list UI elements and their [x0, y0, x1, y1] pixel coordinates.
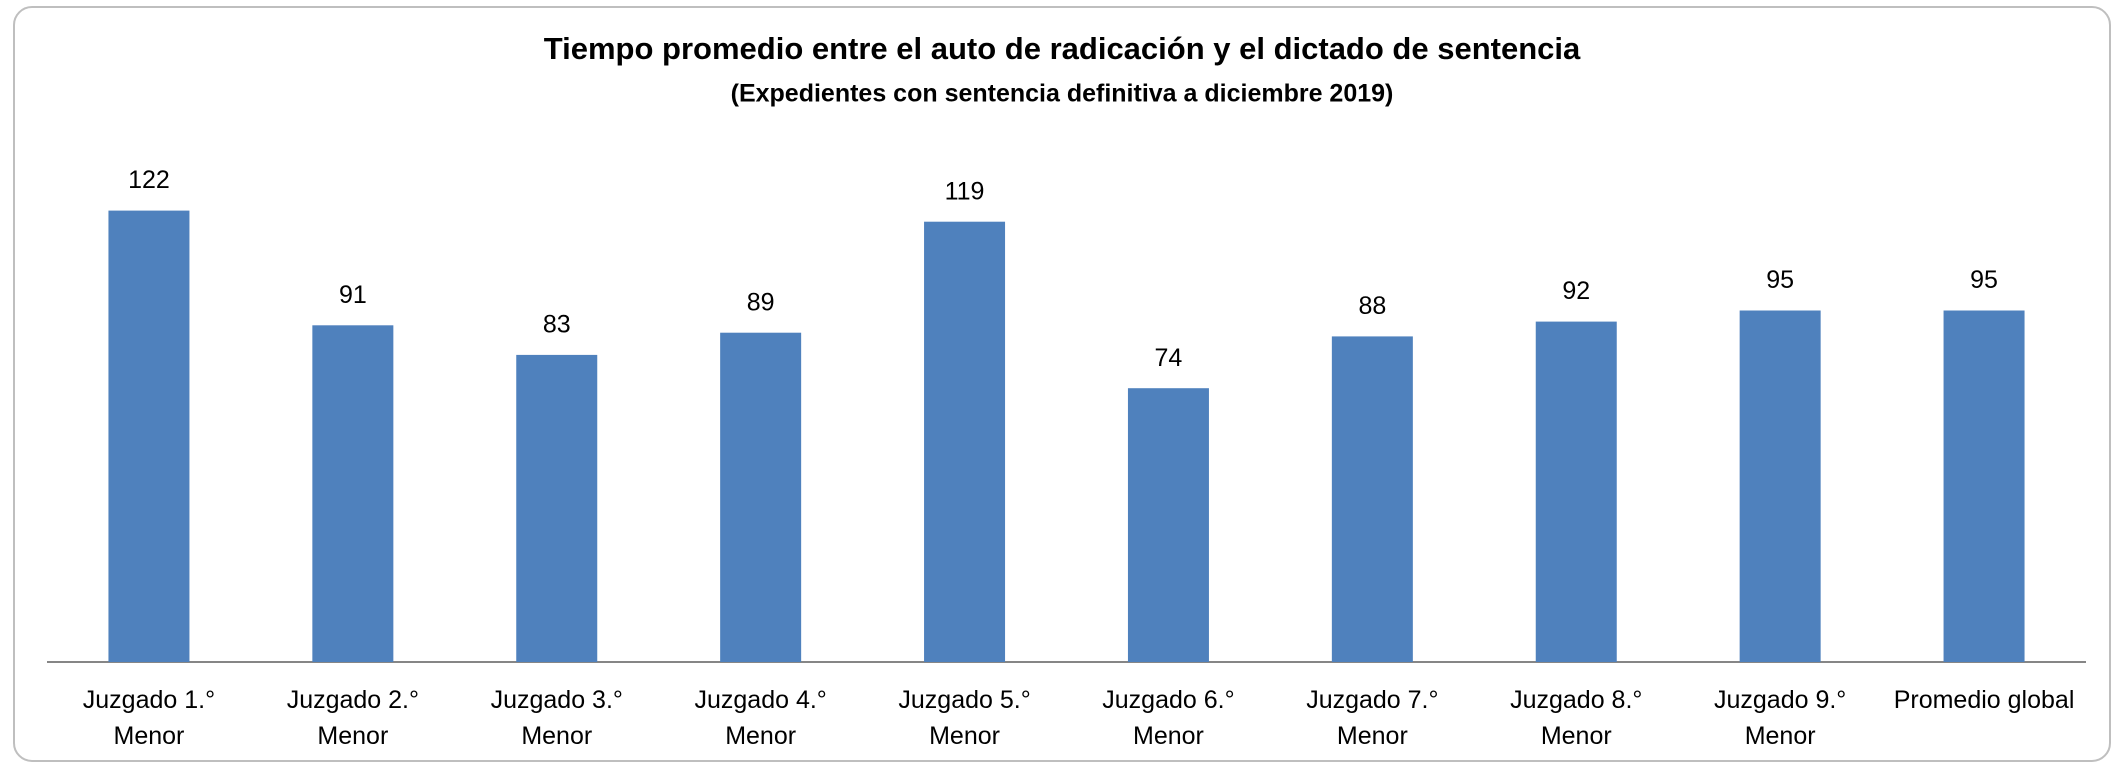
- x-tick-label: Juzgado 4.° Menor: [694, 686, 827, 750]
- bar: [924, 221, 1006, 662]
- data-label: 92: [1562, 277, 1590, 305]
- data-label: 122: [128, 166, 170, 194]
- x-tick-label: Promedio global: [1893, 686, 2075, 714]
- bar: [108, 210, 190, 662]
- bar: [516, 354, 598, 662]
- bar: [1943, 310, 2025, 662]
- data-label: 95: [1766, 266, 1794, 294]
- chart-title: Tiempo promedio entre el auto de radicac…: [544, 31, 1581, 66]
- x-tick-label: Juzgado 7.° Menor: [1306, 686, 1439, 750]
- bar: [312, 325, 394, 662]
- data-label: 119: [945, 177, 985, 205]
- data-label: 91: [339, 281, 367, 309]
- bar: [1127, 388, 1209, 662]
- bar: [1535, 321, 1617, 662]
- bar: [1331, 336, 1413, 662]
- data-label: 95: [1970, 266, 1998, 294]
- x-tick-label: Juzgado 9.° Menor: [1713, 686, 1847, 750]
- x-tick-label: Juzgado 8.° Menor: [1510, 686, 1643, 750]
- x-tick-label: Juzgado 6.° Menor: [1102, 686, 1235, 750]
- x-tick-label: Juzgado 5.° Menor: [898, 686, 1031, 750]
- chart-subtitle: (Expedientes con sentencia definitiva a …: [731, 80, 1394, 108]
- data-label: 74: [1155, 344, 1183, 372]
- data-label: 88: [1358, 292, 1386, 320]
- x-tick-label: Juzgado 1.° Menor: [82, 686, 216, 750]
- data-label: 83: [543, 311, 571, 339]
- data-label: 89: [747, 288, 775, 316]
- x-tick-label: Juzgado 2.° Menor: [286, 686, 419, 750]
- bar: [1739, 310, 1821, 662]
- bar: [720, 332, 802, 662]
- x-tick-label: Juzgado 3.° Menor: [490, 686, 623, 750]
